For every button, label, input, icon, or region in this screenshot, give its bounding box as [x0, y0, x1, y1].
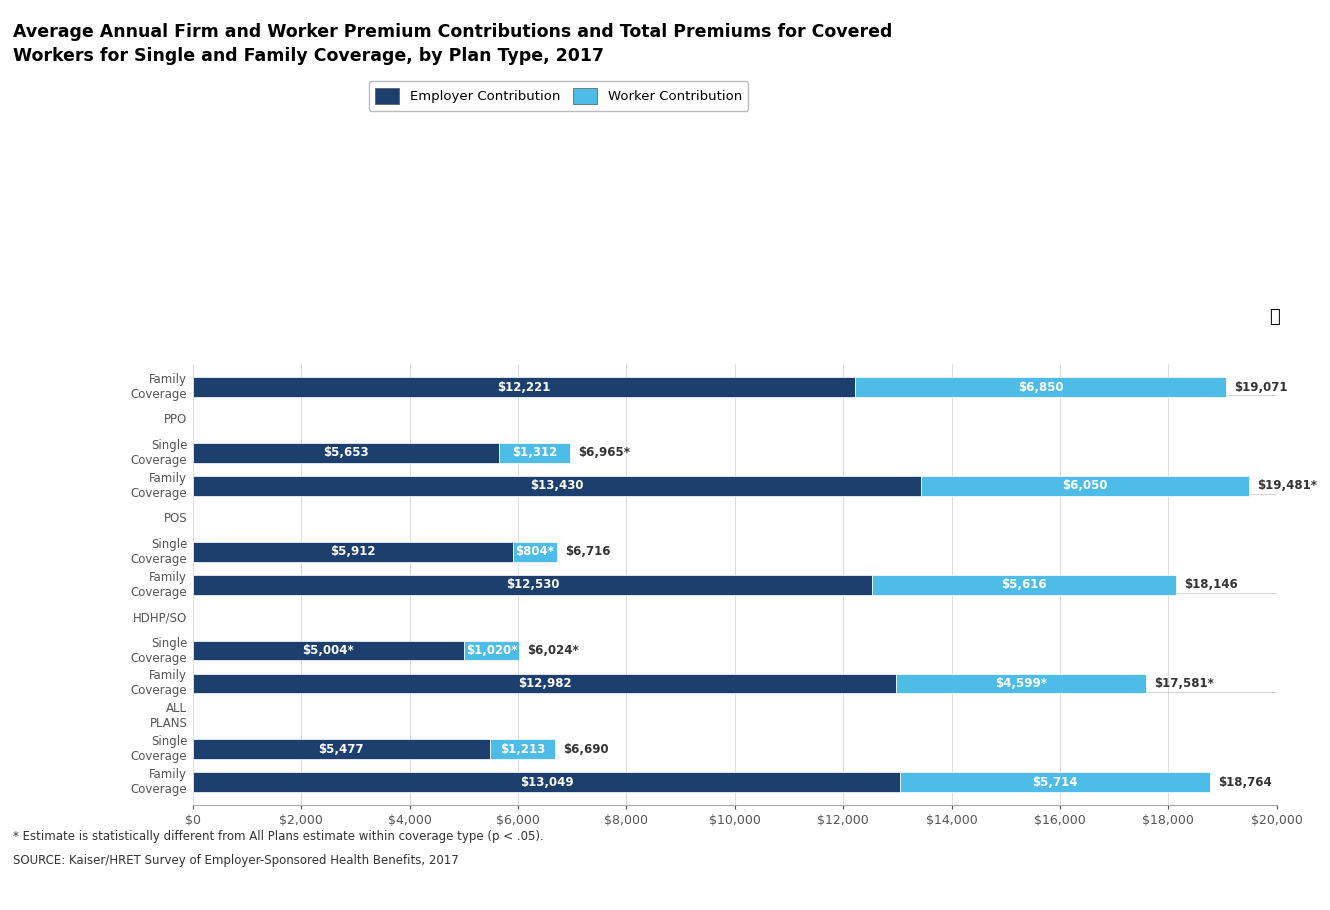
- Bar: [193, 740, 489, 759]
- Text: $6,716: $6,716: [565, 545, 610, 558]
- Text: 🐦: 🐦: [1270, 308, 1281, 326]
- Text: $12,982: $12,982: [517, 677, 572, 690]
- Text: * Estimate is statistically different from All Plans estimate within coverage ty: * Estimate is statistically different fr…: [13, 830, 544, 843]
- Bar: [896, 673, 1145, 693]
- Text: f: f: [1205, 308, 1214, 327]
- Text: $6,050: $6,050: [1061, 480, 1108, 492]
- Text: $6,024*: $6,024*: [528, 644, 580, 657]
- Text: $4,599*: $4,599*: [995, 677, 1047, 690]
- Text: $13,430: $13,430: [531, 480, 584, 492]
- Text: $13,049: $13,049: [520, 776, 573, 789]
- Text: $6,690: $6,690: [564, 743, 609, 756]
- Text: $12,221: $12,221: [497, 380, 551, 393]
- Text: $5,714: $5,714: [1032, 776, 1077, 789]
- Bar: [499, 443, 571, 463]
- Text: ⁀: ⁀: [1270, 310, 1279, 320]
- Text: $5,004*: $5,004*: [303, 644, 354, 657]
- Bar: [193, 541, 513, 561]
- Text: $5,653: $5,653: [323, 447, 368, 460]
- Bar: [513, 541, 557, 561]
- Text: $6,850: $6,850: [1017, 380, 1064, 393]
- Bar: [489, 740, 556, 759]
- Text: Average Annual Firm and Worker Premium Contributions and Total Premiums for Cove: Average Annual Firm and Worker Premium C…: [13, 23, 892, 41]
- Text: $1,312: $1,312: [512, 447, 557, 460]
- Bar: [193, 575, 872, 594]
- Text: Workers for Single and Family Coverage, by Plan Type, 2017: Workers for Single and Family Coverage, …: [13, 47, 604, 66]
- Bar: [872, 575, 1176, 594]
- Text: $17,581*: $17,581*: [1154, 677, 1214, 690]
- Text: $5,477: $5,477: [318, 743, 364, 756]
- Text: $804*: $804*: [516, 545, 555, 558]
- Text: $5,912: $5,912: [330, 545, 376, 558]
- Text: Average Annual Firm and Worker Premium Contributions and...: Average Annual Firm and Worker Premium C…: [227, 310, 666, 324]
- Text: $19,071: $19,071: [1234, 380, 1287, 393]
- Bar: [193, 773, 900, 793]
- Text: $18,146: $18,146: [1185, 578, 1238, 592]
- Bar: [464, 641, 519, 661]
- Bar: [900, 773, 1210, 793]
- Text: SOURCE: Kaiser/HRET Survey of Employer-Sponsored Health Benefits, 2017: SOURCE: Kaiser/HRET Survey of Employer-S…: [13, 854, 459, 866]
- Bar: [193, 377, 855, 397]
- Text: $1,020*: $1,020*: [465, 644, 517, 657]
- Bar: [193, 641, 464, 661]
- Text: $5,616: $5,616: [1001, 578, 1047, 592]
- Bar: [855, 377, 1226, 397]
- Bar: [193, 673, 896, 693]
- Text: KFF.org: KFF.org: [63, 301, 197, 333]
- Text: $19,481*: $19,481*: [1257, 480, 1317, 492]
- Bar: [193, 476, 920, 496]
- Bar: [193, 443, 499, 463]
- Text: $1,213: $1,213: [500, 743, 545, 756]
- Legend: Employer Contribution, Worker Contribution: Employer Contribution, Worker Contributi…: [368, 81, 749, 110]
- Text: $12,530: $12,530: [505, 578, 559, 592]
- Bar: [920, 476, 1249, 496]
- Text: $18,764: $18,764: [1218, 776, 1271, 789]
- Text: $6,965*: $6,965*: [579, 447, 630, 460]
